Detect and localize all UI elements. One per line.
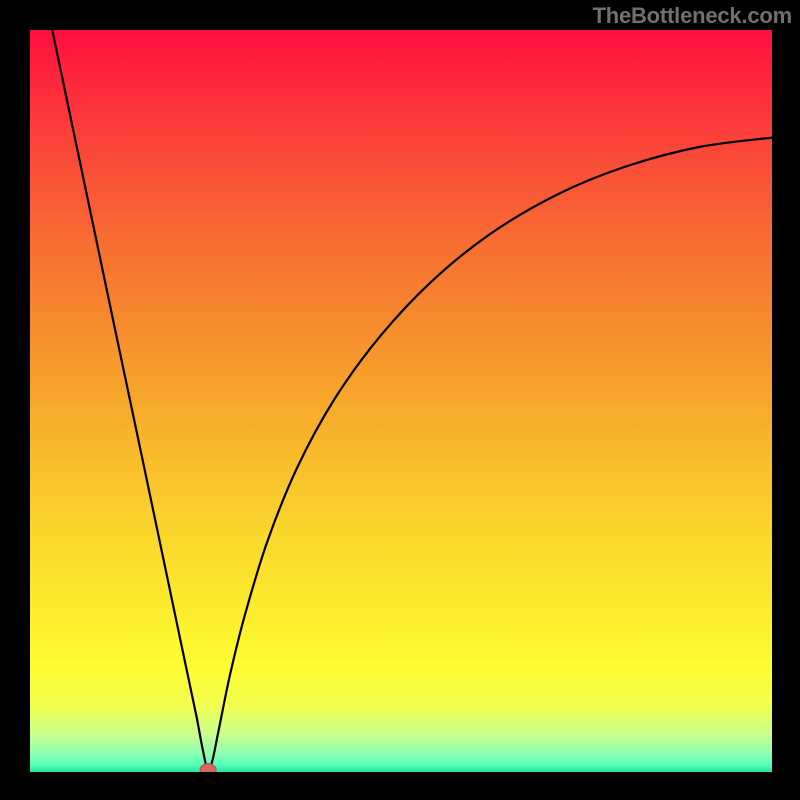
chart-stage: TheBottleneck.com bbox=[0, 0, 800, 800]
watermark-text: TheBottleneck.com bbox=[592, 3, 792, 29]
minimum-marker bbox=[200, 764, 216, 772]
chart-svg bbox=[30, 30, 772, 772]
plot-background bbox=[30, 30, 772, 772]
